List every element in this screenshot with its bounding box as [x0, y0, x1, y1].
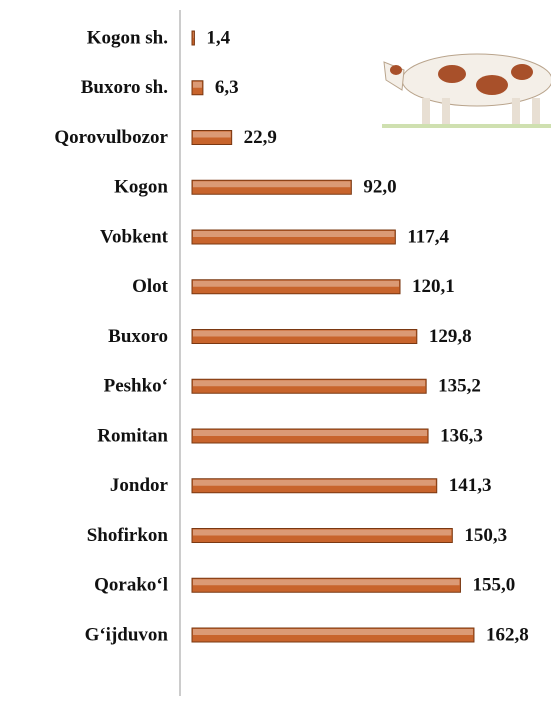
category-label: Jondor — [110, 475, 169, 496]
bar-highlight — [193, 181, 351, 188]
value-label: 135,2 — [438, 376, 481, 397]
category-label: Romitan — [97, 425, 168, 446]
category-label: Peshko‘ — [104, 376, 168, 397]
bar — [191, 179, 352, 195]
bar-highlight — [193, 330, 416, 337]
bar — [191, 80, 204, 96]
bar — [191, 378, 427, 394]
bar-highlight — [193, 280, 400, 287]
bar-highlight — [193, 81, 202, 88]
bar-highlight — [193, 430, 428, 436]
category-label: Buxoro — [108, 326, 168, 347]
value-label: 150,3 — [464, 525, 507, 546]
bar-highlight — [193, 131, 231, 138]
value-label: 162,8 — [486, 624, 529, 645]
value-label: 155,0 — [472, 575, 515, 596]
category-label: Qorovulbozor — [54, 127, 168, 148]
category-label: Vobkent — [100, 226, 169, 247]
bar-highlight — [193, 380, 426, 387]
category-label: Kogon — [114, 177, 168, 198]
bar — [191, 229, 396, 245]
category-label: Shofirkon — [87, 525, 169, 546]
value-label: 129,8 — [429, 326, 472, 347]
bar-highlight — [193, 231, 395, 237]
value-label: 120,1 — [412, 276, 455, 297]
bar — [191, 528, 453, 543]
bar — [191, 329, 418, 344]
bar-highlight — [193, 579, 460, 586]
category-label: Olot — [132, 276, 169, 297]
value-label: 136,3 — [440, 425, 483, 446]
bar — [191, 577, 461, 593]
bar — [191, 30, 195, 46]
value-label: 22,9 — [244, 127, 277, 148]
bar — [191, 627, 475, 643]
bar-highlight — [193, 479, 436, 486]
cow-illustration — [382, 53, 551, 128]
value-label: 1,4 — [206, 27, 230, 48]
value-label: 92,0 — [363, 177, 396, 198]
category-label: Qorako‘l — [94, 575, 168, 596]
bar — [191, 130, 233, 145]
bar-highlight — [193, 629, 473, 635]
category-label: G‘ijduvon — [85, 624, 169, 645]
bar — [191, 279, 401, 295]
bar — [191, 428, 429, 444]
value-label: 117,4 — [407, 226, 449, 247]
bar — [191, 478, 438, 494]
value-label: 141,3 — [449, 475, 492, 496]
category-label: Kogon sh. — [87, 27, 168, 48]
category-label: Buxoro sh. — [81, 77, 168, 98]
value-label: 6,3 — [215, 77, 239, 98]
bar-highlight — [193, 529, 452, 536]
